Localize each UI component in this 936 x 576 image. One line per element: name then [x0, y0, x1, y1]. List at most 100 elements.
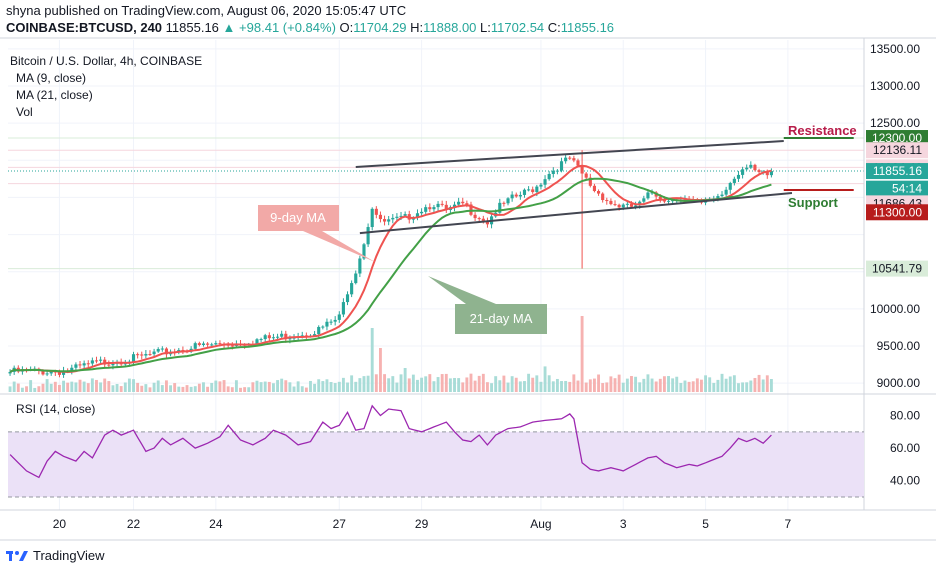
volume-bar: [251, 382, 255, 392]
time-tick-label: Aug: [530, 517, 551, 531]
volume-bar: [337, 381, 341, 392]
volume-bar: [181, 386, 185, 392]
candle-body: [498, 202, 502, 213]
candle-body: [354, 273, 358, 284]
volume-bar: [160, 385, 164, 392]
resistance-trendline: [355, 139, 784, 168]
volume-bar: [358, 378, 362, 392]
legend-title: Bitcoin / U.S. Dollar, 4h, COINBASE: [10, 54, 202, 68]
candle-body: [86, 363, 90, 365]
candle-body: [226, 344, 230, 346]
candle-body: [214, 343, 218, 345]
volume-bar: [597, 374, 600, 392]
volume-bar: [156, 380, 160, 392]
price-badge-label: 54:14: [892, 182, 922, 196]
candle-body: [658, 196, 662, 201]
candle-body: [374, 208, 378, 215]
volume-bar: [103, 378, 107, 392]
volume-bar: [226, 386, 230, 392]
volume-bar: [560, 381, 563, 392]
volume-bar: [202, 382, 205, 392]
candle-body: [74, 364, 78, 368]
volume-bar: [481, 373, 485, 392]
volume-bar: [617, 374, 621, 392]
volume-bar: [671, 378, 675, 392]
candle-body: [358, 258, 362, 274]
volume-bar: [288, 382, 292, 392]
volume-bar: [346, 382, 349, 392]
candle-body: [724, 189, 728, 195]
volume-bar: [518, 381, 522, 392]
candle-body: [197, 343, 201, 345]
volume-bar: [514, 377, 518, 392]
candle-body: [473, 214, 477, 219]
candle-body: [749, 164, 753, 168]
candle-body: [403, 214, 407, 216]
price-tick-label: 9000.00: [877, 376, 921, 390]
ma21-callout-box: [428, 276, 547, 334]
candle-body: [769, 171, 773, 176]
volume-bar: [259, 382, 263, 392]
volume-bar: [440, 374, 444, 392]
candle-body: [193, 343, 197, 349]
candle-body: [366, 227, 370, 245]
symbol-ohlc-line: COINBASE:BTCUSD, 240 11855.16 ▲ +98.41 (…: [6, 20, 614, 35]
volume-bar: [687, 381, 691, 392]
volume-bar: [416, 379, 419, 392]
moving-averages: [9, 164, 772, 374]
candle-body: [148, 354, 152, 356]
volume-bar: [465, 377, 469, 392]
ma21-line: [9, 177, 772, 373]
volume-bar: [646, 374, 650, 392]
candle-body: [275, 336, 280, 338]
volume-bar: [539, 381, 543, 392]
volume-bar: [239, 387, 242, 392]
trendlines: [355, 137, 854, 235]
candle-body: [584, 173, 588, 178]
volume-bar: [502, 375, 506, 392]
price-badge-label: 12300.00: [872, 131, 922, 145]
volume-bar: [292, 386, 296, 392]
candle-body: [329, 321, 333, 323]
volume-bar: [206, 386, 210, 392]
candle-body: [337, 314, 341, 320]
volume-bar: [107, 381, 111, 392]
candle-body: [230, 345, 234, 347]
volume-bar: [354, 381, 358, 392]
volume-bar: [276, 380, 279, 392]
volume-bar: [757, 374, 761, 392]
time-tick-label: 3: [620, 517, 627, 531]
volume-bar: [33, 387, 37, 392]
volume-bar: [165, 380, 168, 392]
candle-body: [395, 216, 399, 218]
low-label: L:: [480, 20, 491, 35]
volume-bar: [588, 379, 592, 392]
candle-body: [613, 204, 617, 206]
open-label: O:: [339, 20, 354, 35]
volume-bar: [115, 383, 119, 392]
price-tick-label: 10000.00: [870, 302, 920, 316]
price-tick-label: 9500.00: [877, 339, 921, 353]
candle-body: [716, 196, 720, 199]
volume-bar: [761, 379, 765, 392]
volume-bar: [45, 379, 49, 392]
candle-body: [572, 158, 576, 161]
volume-bar: [16, 383, 20, 392]
candle-body: [592, 185, 597, 192]
time-axis: 20 22 24 27 29 Aug 3 5 7: [53, 517, 792, 531]
last-price: 11855.16: [165, 20, 219, 35]
legend-ma9: MA (9, close): [16, 71, 86, 85]
volume-bar: [325, 379, 329, 392]
volume-bar: [432, 381, 436, 392]
candle-body: [317, 326, 321, 335]
volume-bar: [383, 374, 386, 392]
low-value: 11702.54: [490, 20, 545, 35]
tradingview-logo[interactable]: TradingView: [6, 548, 105, 563]
tradingview-logo-icon: [6, 550, 28, 561]
candle-body: [70, 367, 74, 372]
volume-bar: [111, 385, 115, 392]
volume-bar: [127, 378, 131, 392]
volume-bar: [20, 387, 24, 392]
volume-bar: [543, 366, 547, 392]
